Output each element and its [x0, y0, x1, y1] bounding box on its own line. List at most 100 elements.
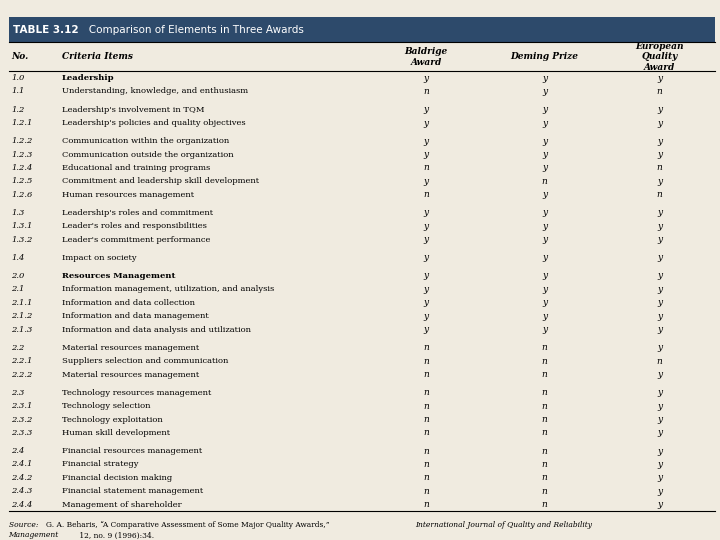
Text: n: n [423, 402, 429, 410]
Text: y: y [657, 370, 662, 379]
Text: n: n [423, 87, 429, 96]
Text: 1.2.5: 1.2.5 [12, 177, 33, 185]
Text: y: y [657, 312, 662, 321]
Text: Technology selection: Technology selection [62, 402, 150, 410]
Text: y: y [657, 150, 662, 159]
Text: n: n [542, 343, 547, 352]
Text: y: y [657, 343, 662, 352]
Text: 2.2: 2.2 [12, 344, 24, 352]
Text: y: y [542, 190, 547, 199]
Text: y: y [542, 312, 547, 321]
Text: n: n [423, 388, 429, 397]
Text: Technology resources management: Technology resources management [62, 389, 211, 397]
Text: y: y [657, 253, 662, 262]
Text: Material resources management: Material resources management [62, 370, 199, 379]
Text: n: n [542, 370, 547, 379]
Text: y: y [657, 222, 662, 231]
Text: Leader's commitment performance: Leader's commitment performance [62, 236, 210, 244]
Text: n: n [542, 428, 547, 437]
Text: n: n [542, 415, 547, 424]
Text: Financial resources management: Financial resources management [62, 447, 202, 455]
Text: y: y [424, 208, 429, 218]
Text: y: y [542, 150, 547, 159]
Text: Leadership's policies and quality objectives: Leadership's policies and quality object… [62, 119, 246, 127]
Text: n: n [423, 447, 429, 456]
Text: Suppliers selection and communication: Suppliers selection and communication [62, 357, 228, 365]
Text: Leadership: Leadership [62, 74, 114, 82]
Text: y: y [424, 222, 429, 231]
Text: Impact on society: Impact on society [62, 254, 136, 262]
Text: n: n [423, 190, 429, 199]
Text: 2.1.1: 2.1.1 [12, 299, 33, 307]
Text: y: y [542, 164, 547, 172]
Text: Management: Management [9, 531, 59, 539]
Text: 2.0: 2.0 [12, 272, 24, 280]
Text: n: n [423, 343, 429, 352]
Text: Material resources management: Material resources management [62, 344, 199, 352]
Text: y: y [657, 388, 662, 397]
Text: 2.4.2: 2.4.2 [12, 474, 33, 482]
Text: Information management, utilization, and analysis: Information management, utilization, and… [62, 285, 274, 293]
Text: n: n [657, 164, 662, 172]
Text: n: n [423, 415, 429, 424]
Text: Leadership's roles and commitment: Leadership's roles and commitment [62, 209, 213, 217]
Text: y: y [657, 118, 662, 127]
Text: No.: No. [12, 52, 29, 62]
Text: y: y [657, 235, 662, 244]
Text: y: y [657, 272, 662, 280]
Text: y: y [657, 208, 662, 218]
Text: y: y [424, 272, 429, 280]
Text: y: y [657, 105, 662, 114]
Text: G. A. Beharis, “A Comparative Assessment of Some Major Quality Awards,”: G. A. Beharis, “A Comparative Assessment… [46, 521, 332, 529]
Text: TABLE 3.12: TABLE 3.12 [13, 25, 78, 35]
Text: Educational and training programs: Educational and training programs [62, 164, 210, 172]
Text: 2.1.2: 2.1.2 [12, 312, 33, 320]
Text: 2.4.4: 2.4.4 [12, 501, 33, 509]
Text: 1.2.4: 1.2.4 [12, 164, 33, 172]
Text: Information and data analysis and utilization: Information and data analysis and utiliz… [62, 326, 251, 334]
Text: n: n [542, 460, 547, 469]
Text: y: y [542, 118, 547, 127]
Text: n: n [423, 370, 429, 379]
Text: y: y [424, 150, 429, 159]
Text: International Journal of Quality and Reliability: International Journal of Quality and Rel… [415, 521, 593, 529]
Text: y: y [542, 222, 547, 231]
Text: 2.3.3: 2.3.3 [12, 429, 33, 437]
Text: 2.1.3: 2.1.3 [12, 326, 33, 334]
Text: 2.3.2: 2.3.2 [12, 415, 33, 423]
Text: n: n [542, 388, 547, 397]
Text: y: y [542, 298, 547, 307]
Text: n: n [423, 428, 429, 437]
Text: Financial strategy: Financial strategy [62, 461, 138, 469]
Text: Resources Management: Resources Management [62, 272, 175, 280]
Text: 1.3.2: 1.3.2 [12, 236, 33, 244]
Text: Human skill development: Human skill development [62, 429, 170, 437]
Text: y: y [657, 298, 662, 307]
Text: n: n [657, 190, 662, 199]
Text: y: y [657, 177, 662, 186]
Text: 2.4.3: 2.4.3 [12, 487, 33, 495]
Text: 1.2: 1.2 [12, 106, 24, 113]
Text: 1.0: 1.0 [12, 74, 24, 82]
Text: 1.2.2: 1.2.2 [12, 137, 33, 145]
Text: y: y [542, 73, 547, 83]
Text: Baldrige
Award: Baldrige Award [405, 47, 448, 66]
Text: y: y [424, 177, 429, 186]
Text: n: n [423, 500, 429, 509]
Text: Management of shareholder: Management of shareholder [62, 501, 181, 509]
Text: y: y [424, 118, 429, 127]
Text: Deming Prize: Deming Prize [510, 52, 579, 62]
Text: Information and data collection: Information and data collection [62, 299, 194, 307]
Text: Commitment and leadership skill development: Commitment and leadership skill developm… [62, 177, 258, 185]
Text: n: n [423, 487, 429, 496]
Text: y: y [424, 137, 429, 146]
Text: n: n [423, 164, 429, 172]
Text: y: y [424, 298, 429, 307]
Text: Leader's roles and responsibilities: Leader's roles and responsibilities [62, 222, 207, 231]
Text: y: y [657, 73, 662, 83]
Text: y: y [657, 402, 662, 410]
Text: n: n [542, 487, 547, 496]
Text: n: n [542, 402, 547, 410]
Text: n: n [542, 447, 547, 456]
Text: y: y [657, 474, 662, 482]
